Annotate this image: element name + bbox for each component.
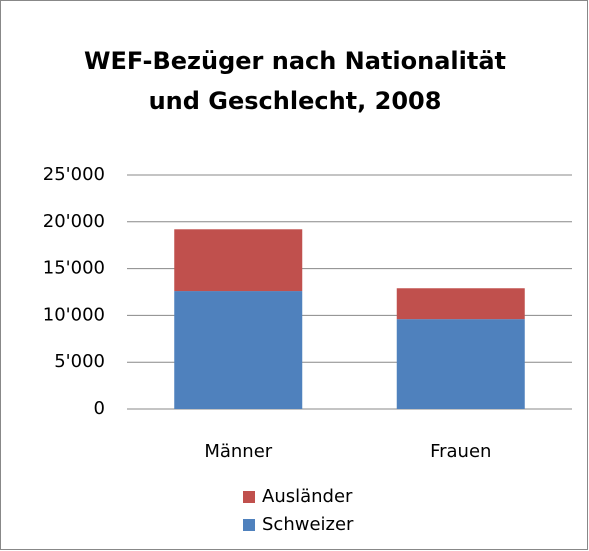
x-tick-label: Frauen (430, 441, 491, 462)
chart-title: WEF-Bezüger nach Nationalität (84, 47, 506, 75)
bar-segment (396, 288, 525, 320)
bar-segment (174, 229, 303, 292)
y-tick-label: 25'000 (43, 164, 105, 185)
legend-swatch (243, 491, 255, 503)
y-tick-label: 15'000 (43, 258, 105, 279)
bar-segment (174, 291, 303, 409)
y-tick-label: 0 (94, 398, 105, 419)
y-tick-label: 10'000 (43, 304, 105, 325)
x-tick-label: Männer (204, 441, 272, 462)
legend-label: Schweizer (262, 514, 354, 535)
bar-segment (396, 319, 525, 409)
legend-swatch (243, 519, 255, 531)
legend-label: Ausländer (262, 486, 353, 507)
y-tick-label: 5'000 (54, 351, 105, 372)
chart-title: und Geschlecht, 2008 (149, 87, 442, 115)
y-tick-label: 20'000 (43, 211, 105, 232)
